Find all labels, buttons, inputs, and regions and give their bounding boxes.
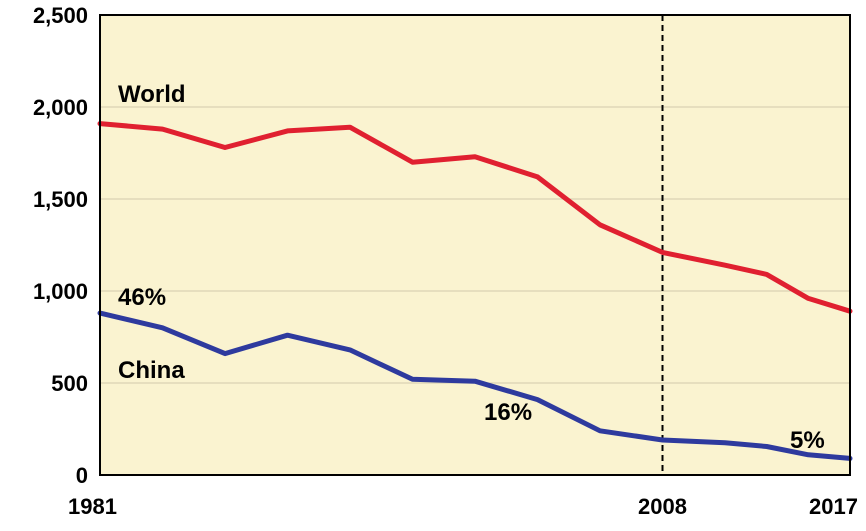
y-tick-label: 1,000 (33, 279, 88, 304)
annotation-china-2017: 5% (790, 427, 825, 454)
chart-labels: World China 46% 16% 5% (118, 81, 825, 454)
plot-area (100, 15, 850, 475)
annotation-china-2008: 16% (484, 399, 532, 426)
series-label-china: China (118, 357, 185, 384)
x-tick-label: 2008 (638, 494, 687, 519)
y-tick-label: 0 (76, 463, 88, 488)
plot-border (99, 14, 851, 476)
series-label-world: World (118, 81, 186, 108)
x-axis-tick-labels: 1981 2008 2017 (68, 494, 858, 519)
y-tick-label: 500 (51, 371, 88, 396)
series-lines (97, 121, 853, 461)
annotation-china-1981: 46% (118, 284, 166, 311)
x-tick-label: 2017 (809, 494, 858, 519)
y-tick-label: 2,500 (33, 3, 88, 28)
series-line-world (97, 121, 853, 314)
series-line-china (97, 310, 853, 461)
y-tick-label: 1,500 (33, 187, 88, 212)
y-tick-label: 2,000 (33, 95, 88, 120)
y-axis-tick-labels: 0 500 1,000 1,500 2,000 2,500 (33, 3, 88, 488)
x-tick-label: 1981 (68, 494, 117, 519)
